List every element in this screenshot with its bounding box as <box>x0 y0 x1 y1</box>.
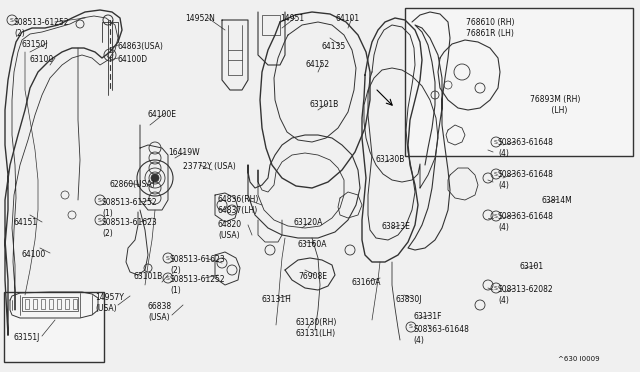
Text: S: S <box>494 171 498 176</box>
Bar <box>262 15 280 35</box>
Text: S08363-61648
(4): S08363-61648 (4) <box>498 138 554 158</box>
Text: S08363-61648
(4): S08363-61648 (4) <box>498 170 554 190</box>
Bar <box>25 299 29 309</box>
Text: 63131H: 63131H <box>262 295 292 304</box>
Text: 64836(RH)
64837(LH): 64836(RH) 64837(LH) <box>218 195 259 215</box>
Text: ^630 I0009: ^630 I0009 <box>558 356 600 362</box>
Text: 63130(RH)
63131(LH): 63130(RH) 63131(LH) <box>295 318 337 338</box>
Text: S: S <box>10 17 14 22</box>
Text: S08363-61648
(4): S08363-61648 (4) <box>498 212 554 232</box>
Bar <box>22 297 78 311</box>
Text: 63131F: 63131F <box>413 312 442 321</box>
Text: 23772Y (USA): 23772Y (USA) <box>183 162 236 171</box>
Text: 63100: 63100 <box>30 55 54 64</box>
Text: S08513-61252
(1): S08513-61252 (1) <box>102 198 157 218</box>
Text: 63160A: 63160A <box>352 278 381 287</box>
Text: 14957Y
(USA): 14957Y (USA) <box>95 293 124 313</box>
Text: 66838
(USA): 66838 (USA) <box>148 302 172 322</box>
Text: 63130B: 63130B <box>375 155 404 164</box>
Text: S: S <box>98 198 102 202</box>
Circle shape <box>151 174 159 182</box>
Bar <box>4 292 104 362</box>
Text: S08363-61648
(4): S08363-61648 (4) <box>413 325 469 345</box>
Text: S08513-61623
(2): S08513-61623 (2) <box>102 218 157 238</box>
Text: 64100E: 64100E <box>148 110 177 119</box>
Text: 63813E: 63813E <box>382 222 411 231</box>
Text: S: S <box>494 214 498 218</box>
Text: 76908E: 76908E <box>298 272 327 281</box>
Bar <box>41 299 45 309</box>
Text: 14952N: 14952N <box>185 14 215 23</box>
Text: 64135: 64135 <box>322 42 346 51</box>
Text: S08313-62082
(4): S08313-62082 (4) <box>498 285 554 305</box>
Bar <box>405 8 633 156</box>
Text: S: S <box>494 285 498 291</box>
Text: 63150J: 63150J <box>22 40 49 49</box>
Text: 64100: 64100 <box>22 250 46 259</box>
Bar <box>65 299 69 309</box>
Text: S: S <box>409 324 413 330</box>
Bar <box>33 299 37 309</box>
Text: 63151J: 63151J <box>14 333 40 342</box>
Text: 63101B: 63101B <box>133 272 163 281</box>
Text: S08513-61623
(2): S08513-61623 (2) <box>170 255 226 275</box>
Text: S08513-61252
(2): S08513-61252 (2) <box>14 18 70 38</box>
Bar <box>73 299 77 309</box>
Text: S08513-61252
(1): S08513-61252 (1) <box>170 275 226 295</box>
Text: 63160A: 63160A <box>298 240 328 249</box>
Text: 768610 (RH)
76861R (LH): 768610 (RH) 76861R (LH) <box>466 18 515 38</box>
Text: 64820
(USA): 64820 (USA) <box>218 220 242 240</box>
Bar <box>57 299 61 309</box>
Text: 63101: 63101 <box>520 262 544 271</box>
Text: 64151: 64151 <box>14 218 38 227</box>
Text: 76893M (RH)
         (LH): 76893M (RH) (LH) <box>530 95 580 115</box>
Text: 16419W: 16419W <box>168 148 200 157</box>
Text: 14951: 14951 <box>280 14 304 23</box>
Text: S: S <box>166 256 170 260</box>
Text: 63101B: 63101B <box>310 100 339 109</box>
Text: 63814M: 63814M <box>542 196 573 205</box>
Bar <box>49 299 53 309</box>
Text: 64101: 64101 <box>335 14 359 23</box>
Text: 63120A: 63120A <box>293 218 323 227</box>
Text: 64863(USA): 64863(USA) <box>118 42 164 51</box>
Text: 63830J: 63830J <box>395 295 422 304</box>
Text: S: S <box>98 218 102 222</box>
Text: 62860(USA): 62860(USA) <box>110 180 156 189</box>
Text: S: S <box>494 140 498 144</box>
Text: 64152: 64152 <box>305 60 329 69</box>
Text: S: S <box>166 276 170 280</box>
Text: 64100D: 64100D <box>118 55 148 64</box>
